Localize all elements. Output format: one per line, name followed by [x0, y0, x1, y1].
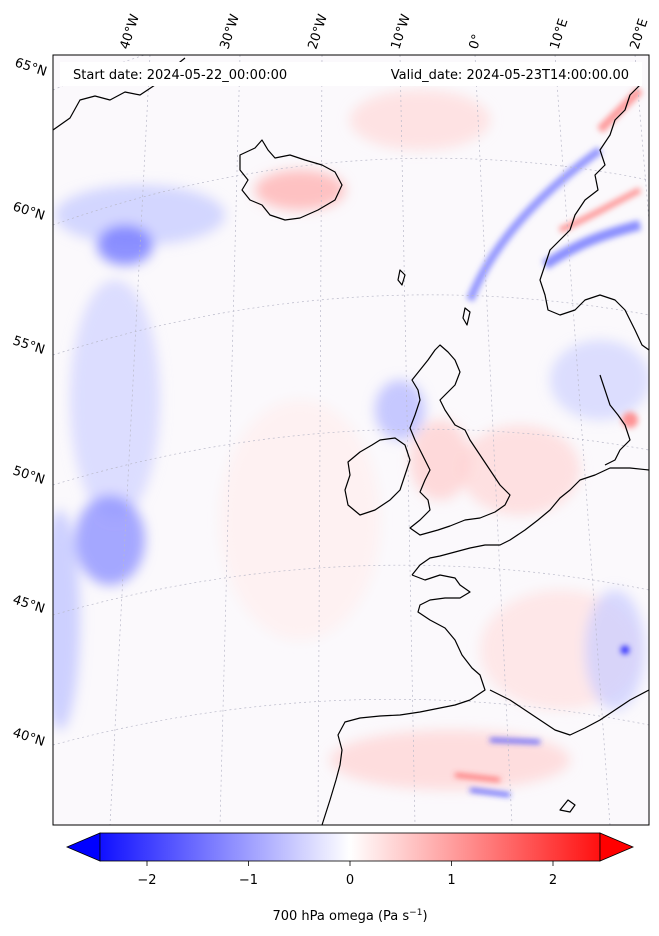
colorbar-tick-label: −2 — [137, 873, 156, 888]
descent-north — [350, 90, 490, 150]
colorbar-extend-high — [599, 832, 635, 862]
lat-label-65n: 65°N — [13, 56, 49, 80]
colorbar-gradient — [99, 832, 601, 862]
coast-france-atlantic — [411, 574, 486, 701]
lon-label-10w: 10°W — [389, 12, 414, 51]
lat-line-55 — [53, 294, 649, 356]
descent-uk — [410, 420, 470, 500]
coast-north-sea-continental — [411, 467, 649, 576]
lat-line-40 — [53, 698, 649, 746]
lon-line-10w — [399, 55, 416, 825]
colorbar-title: 700 hPa omega (Pa s−1) — [272, 908, 427, 924]
descent-streak-norway — [558, 187, 642, 233]
ascent-region-northwest — [55, 185, 225, 245]
lon-label-30w: 30°W — [218, 12, 243, 51]
coast-great-britain — [409, 344, 511, 536]
ascent-scotland — [375, 380, 425, 440]
lon-line-10e — [554, 55, 611, 825]
ascent-alps — [585, 590, 645, 710]
ascent-band-west — [70, 280, 160, 520]
ascent-max-alps — [621, 646, 629, 654]
lat-label-55n: 55°N — [11, 334, 47, 358]
lon-label-0: 0° — [467, 33, 486, 52]
header-background — [60, 62, 642, 86]
ascent-core-west — [75, 495, 145, 585]
coast-faroe — [397, 269, 406, 286]
map-panel: Start date: 2024-05-22_00:00:00 Valid_da… — [52, 54, 650, 826]
ascent-edge-west — [53, 510, 80, 730]
colorbar-extend-low — [65, 832, 101, 862]
coast-iceland — [239, 139, 343, 221]
colorbar-title-close: ) — [422, 909, 427, 924]
valid-date-label: Valid_date: 2024-05-23T14:00:00.00 — [391, 68, 629, 83]
colorbar-tick-label: −1 — [239, 873, 258, 888]
ascent-core-northwest — [97, 225, 153, 265]
lon-label-10e: 10°E — [548, 17, 572, 51]
colorbar-tick-label: 2 — [549, 873, 557, 888]
colorbar: −2 −1 0 1 2 700 hPa omega (Pa s−1) — [65, 832, 635, 924]
lon-label-40w: 40°W — [118, 12, 143, 51]
lon-label-20e: 20°E — [628, 17, 652, 51]
colorbar-tick-label: 1 — [447, 873, 455, 888]
lon-line-20w — [317, 55, 323, 825]
ascent-streak-south — [469, 788, 511, 797]
coast-sweden-denmark — [599, 374, 631, 466]
descent-streak-north — [597, 87, 643, 133]
omega-field — [53, 55, 649, 825]
lat-label-45n: 45°N — [11, 593, 47, 617]
colorbar-title-main: 700 hPa omega (Pa s — [272, 909, 409, 924]
ascent-streak-norwegian-sea — [466, 146, 603, 302]
ascent-streak-spain — [489, 738, 541, 744]
coast-islands-south — [559, 799, 576, 813]
lat-line-45 — [53, 564, 649, 616]
ascent-streak-norway — [542, 220, 642, 270]
lon-line-0 — [474, 55, 513, 825]
coast-iberia-west — [321, 699, 471, 825]
lat-line-60 — [53, 157, 649, 226]
lat-label-60n: 60°N — [11, 200, 47, 224]
lon-line-30w — [219, 55, 241, 825]
coast-mediterranean-north — [489, 689, 649, 736]
descent-max-baltic — [622, 412, 638, 428]
coast-ireland — [344, 437, 411, 516]
descent-iceland — [255, 170, 345, 210]
coast-norway — [539, 84, 649, 351]
colorbar-title-exponent: −1 — [409, 908, 422, 918]
descent-iberia — [330, 730, 570, 790]
latitude-labels: 65°N 60°N 55°N 50°N 45°N 40°N — [11, 56, 49, 750]
ascent-scandinavia-south — [550, 340, 649, 420]
colorbar-tick-label: 0 — [346, 873, 354, 888]
map-frame — [52, 54, 650, 826]
lon-line-40w — [109, 55, 151, 825]
coast-shetland — [462, 307, 471, 326]
longitude-labels: 40°W 30°W 20°W 10°W 0° 10°E 20°E — [118, 12, 652, 51]
lat-label-50n: 50°N — [11, 464, 47, 488]
lon-label-20w: 20°W — [306, 12, 331, 51]
descent-north-sea — [460, 425, 580, 515]
start-date-label: Start date: 2024-05-22_00:00:00 — [73, 68, 287, 83]
descent-atlantic — [220, 400, 380, 640]
lat-line-50 — [53, 428, 649, 486]
descent-streak-south — [454, 773, 501, 782]
graticule — [53, 55, 649, 825]
lat-label-40n: 40°N — [11, 726, 47, 750]
